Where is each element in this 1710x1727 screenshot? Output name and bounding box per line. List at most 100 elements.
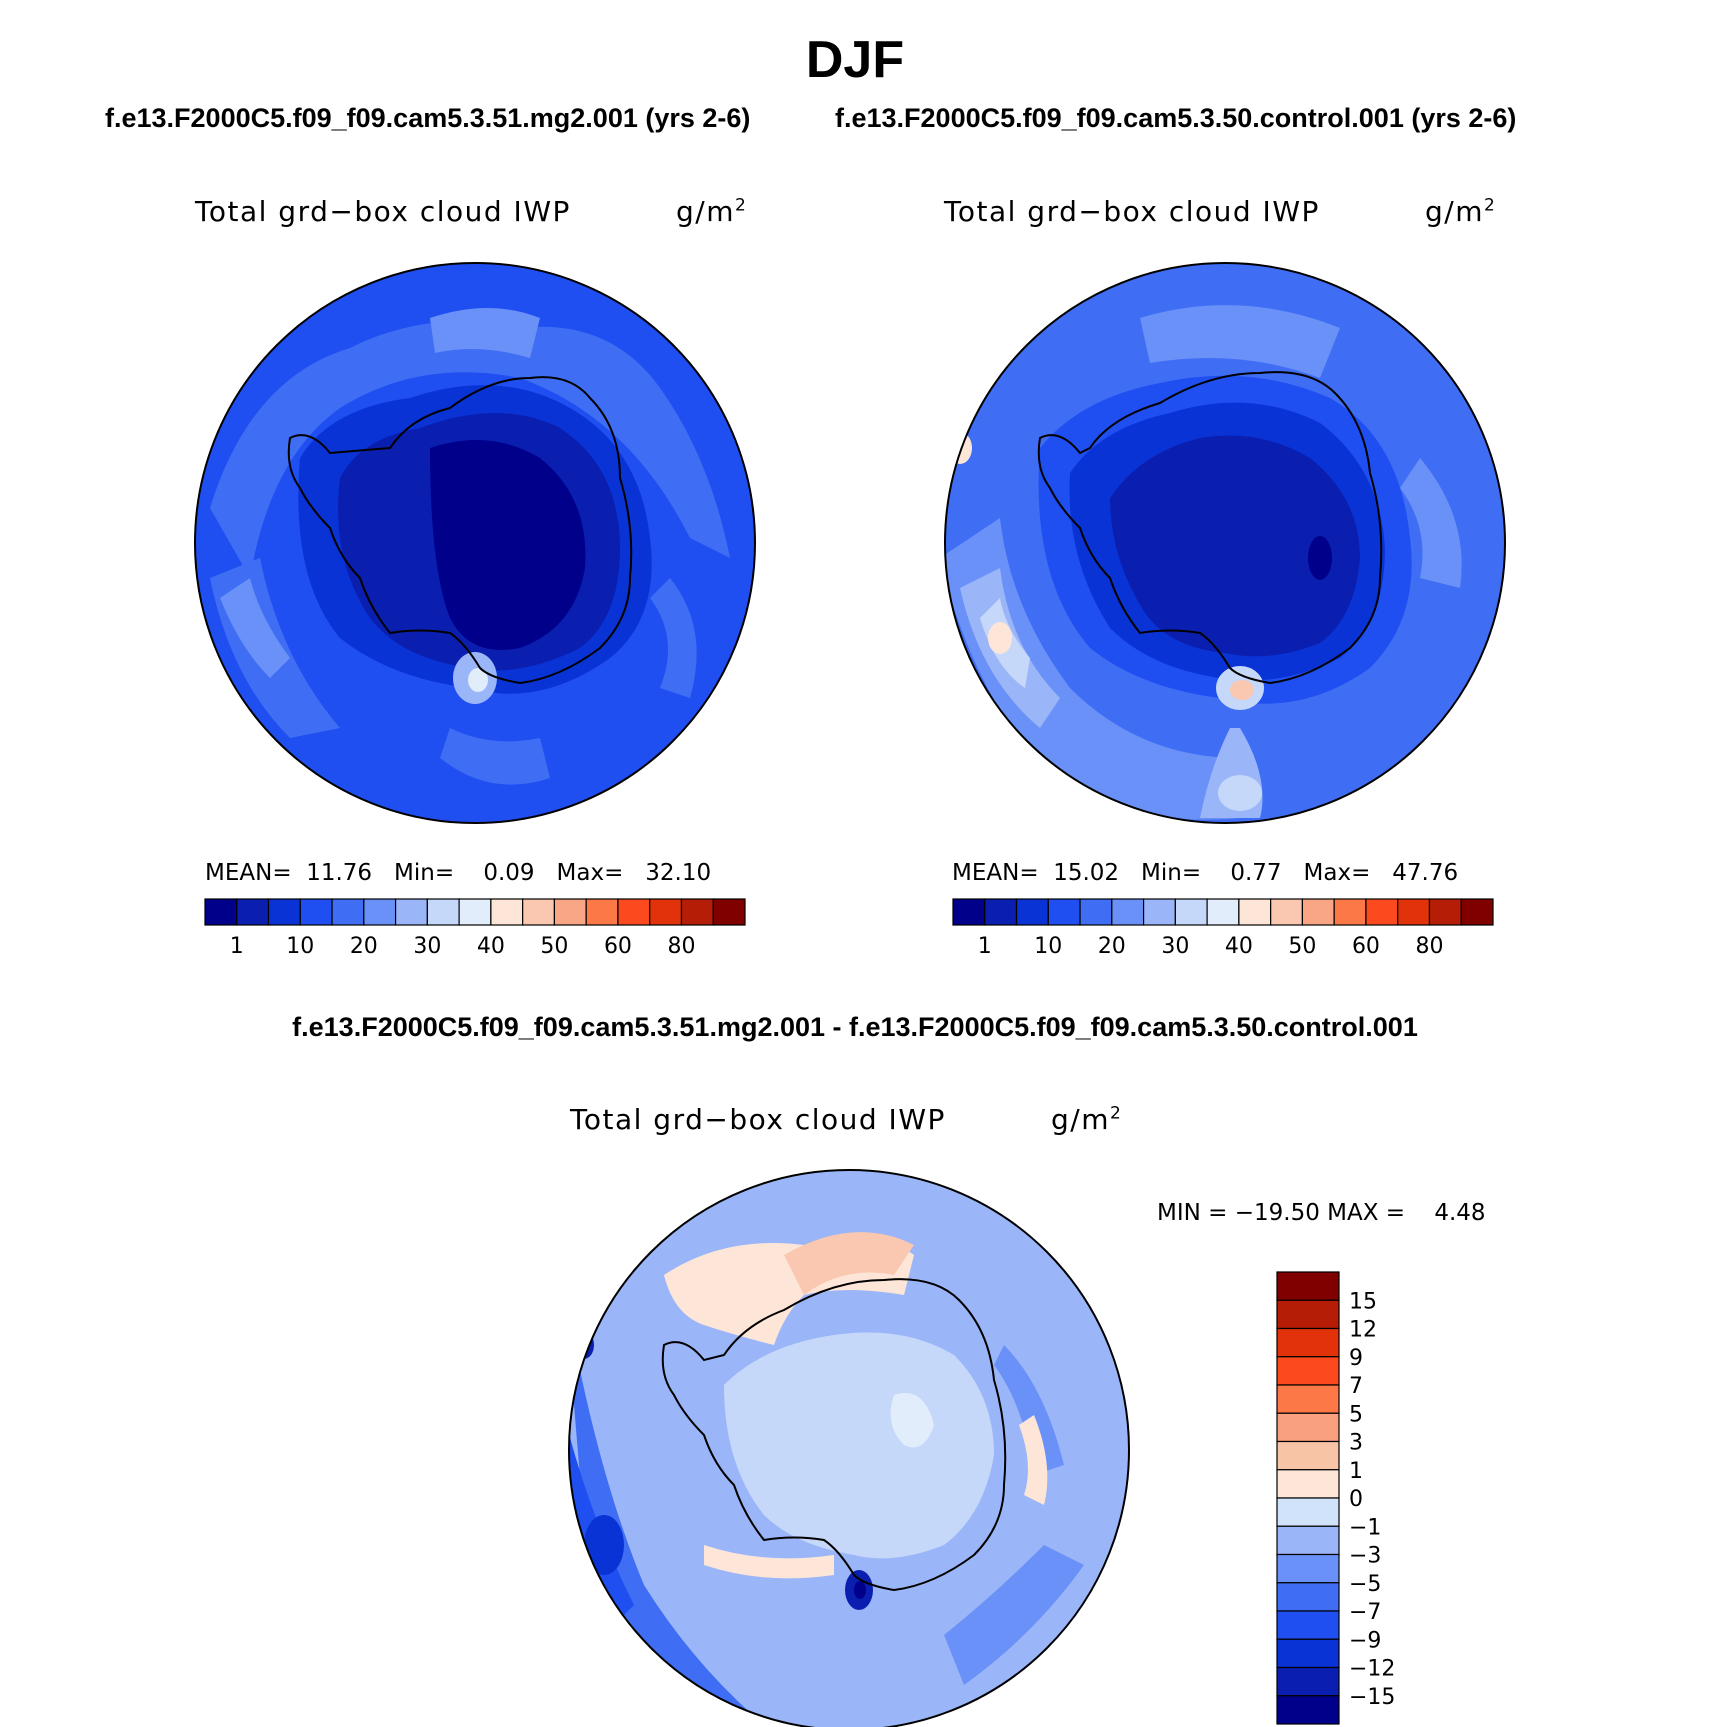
colorbar-tick-label: 15 [1349, 1289, 1377, 1314]
colorbar-box [1238, 898, 1272, 926]
map-border [194, 262, 756, 824]
colorbar-control: 1 10 20 30 40 50 60 80 [952, 898, 1494, 959]
antarctica-coastline [1037, 371, 1383, 685]
colorbar-box [1460, 898, 1494, 926]
map-border [944, 262, 1506, 824]
colorbar-box [1276, 1440, 1340, 1471]
colorbar-tick-label: −7 [1349, 1600, 1381, 1625]
colorbar-box [236, 898, 270, 926]
panel-variable-label: Total grd−box cloud IWP [570, 1103, 946, 1136]
colorbar-box [649, 898, 683, 926]
colorbar-box [1301, 898, 1335, 926]
colorbar-box [299, 898, 333, 926]
colorbar-box [363, 898, 397, 926]
polar-map-test [194, 262, 756, 824]
colorbar-box [1276, 1271, 1340, 1301]
colorbar-box [1276, 1666, 1340, 1697]
colorbar-tick-label: 1 [1349, 1459, 1363, 1484]
colorbar-tick-label: 1 [230, 934, 244, 959]
colorbar-box [1174, 898, 1208, 926]
panel-variable-label: Total grd−box cloud IWP [195, 195, 571, 228]
colorbar-tick-label: 7 [1349, 1374, 1363, 1399]
figure-title: DJF [805, 31, 905, 89]
difference-title: f.e13.F2000C5.f09_f09.cam5.3.51.mg2.001 … [292, 1012, 1418, 1042]
antarctica-coastline [287, 376, 633, 685]
colorbar-tick-label: −9 [1349, 1628, 1381, 1653]
colorbar-tick-label: −5 [1349, 1572, 1381, 1597]
colorbar-box [1047, 898, 1081, 926]
colorbar-tick-label: 10 [286, 934, 314, 959]
polar-map-control [944, 262, 1506, 824]
colorbar-box [1015, 898, 1049, 926]
colorbar-tick-label: −12 [1349, 1657, 1395, 1682]
colorbar-box [522, 898, 556, 926]
colorbar-box [490, 898, 524, 926]
case-title-right: f.e13.F2000C5.f09_f09.cam5.3.50.control.… [835, 103, 1517, 133]
panel-units: g/m2 [1425, 195, 1497, 228]
colorbar-tick-label: −15 [1349, 1685, 1395, 1710]
map-border [568, 1169, 1130, 1727]
colorbar-box [1365, 898, 1399, 926]
colorbar-box [1276, 1610, 1340, 1640]
panel-units: g/m2 [1051, 1103, 1123, 1136]
colorbar-tick-label: 20 [350, 934, 378, 959]
colorbar-tick-label: 80 [667, 934, 695, 959]
colorbar-box [1276, 1638, 1340, 1669]
colorbar-box [331, 898, 365, 926]
colorbar-tick-label: 30 [1161, 934, 1189, 959]
colorbar-box [1276, 1469, 1340, 1499]
colorbar-tick-label: 3 [1349, 1431, 1363, 1456]
colorbar-tick-label: 30 [413, 934, 441, 959]
colorbar-box [1270, 898, 1304, 926]
colorbar-tick-label: 60 [604, 934, 632, 959]
colorbar-tick-label: −1 [1349, 1515, 1381, 1540]
colorbar-tick-label: 12 [1349, 1318, 1377, 1343]
colorbar-tick-label: 10 [1034, 934, 1062, 959]
colorbar-box [1276, 1356, 1340, 1386]
colorbar-tick-label: 60 [1352, 934, 1380, 959]
colorbar-box [553, 898, 587, 926]
colorbar-box [1142, 898, 1176, 926]
panel-variable-label: Total grd−box cloud IWP [944, 195, 1320, 228]
colorbar-box [617, 898, 651, 926]
colorbar-difference: 15 12 9 7 5 3 1 0 −1 −3 −5 −7 −9 −12 −15 [1276, 1271, 1395, 1725]
colorbar-box [267, 898, 301, 926]
colorbar-box [712, 898, 746, 926]
colorbar-box [585, 898, 619, 926]
colorbar-box [1276, 1525, 1340, 1556]
colorbar-tick-label: 0 [1349, 1487, 1363, 1512]
colorbar-tick-label: 20 [1098, 934, 1126, 959]
colorbar-tick-label: 40 [477, 934, 505, 959]
colorbar-box [426, 898, 460, 926]
colorbar-box [1276, 1384, 1340, 1414]
colorbar-box [394, 898, 428, 926]
polar-map-difference [568, 1169, 1130, 1727]
colorbar-box [1397, 898, 1431, 926]
colorbar-box [1276, 1299, 1340, 1330]
colorbar-box [1206, 898, 1240, 926]
colorbar-tick-label: 40 [1225, 934, 1253, 959]
colorbar-tick-label: 80 [1415, 934, 1443, 959]
colorbar-box [680, 898, 714, 926]
colorbar-box [1276, 1695, 1340, 1725]
colorbar-tick-label: 9 [1349, 1346, 1363, 1371]
min-max-difference: MIN = −19.50 MAX = 4.48 [1157, 1200, 1486, 1226]
colorbar-tick-label: 50 [1288, 934, 1316, 959]
stats-line-control: MEAN= 15.02 Min= 0.77 Max= 47.76 [952, 860, 1459, 886]
colorbar-box [1428, 898, 1462, 926]
colorbar-box [952, 898, 986, 926]
colorbar-box [1111, 898, 1145, 926]
stats-line-test: MEAN= 11.76 Min= 0.09 Max= 32.10 [205, 860, 712, 886]
colorbar-box [1276, 1553, 1340, 1584]
panel-units: g/m2 [676, 195, 748, 228]
colorbar-box [1276, 1412, 1340, 1443]
colorbar-tick-label: −3 [1349, 1544, 1381, 1569]
colorbar-box [1276, 1327, 1340, 1358]
colorbar-box [984, 898, 1018, 926]
colorbar-box [1276, 1497, 1340, 1527]
colorbar-box [458, 898, 492, 926]
colorbar-box [204, 898, 238, 926]
colorbar-box [1333, 898, 1367, 926]
case-title-left: f.e13.F2000C5.f09_f09.cam5.3.51.mg2.001 … [105, 103, 751, 133]
colorbar-tick-label: 5 [1349, 1402, 1363, 1427]
